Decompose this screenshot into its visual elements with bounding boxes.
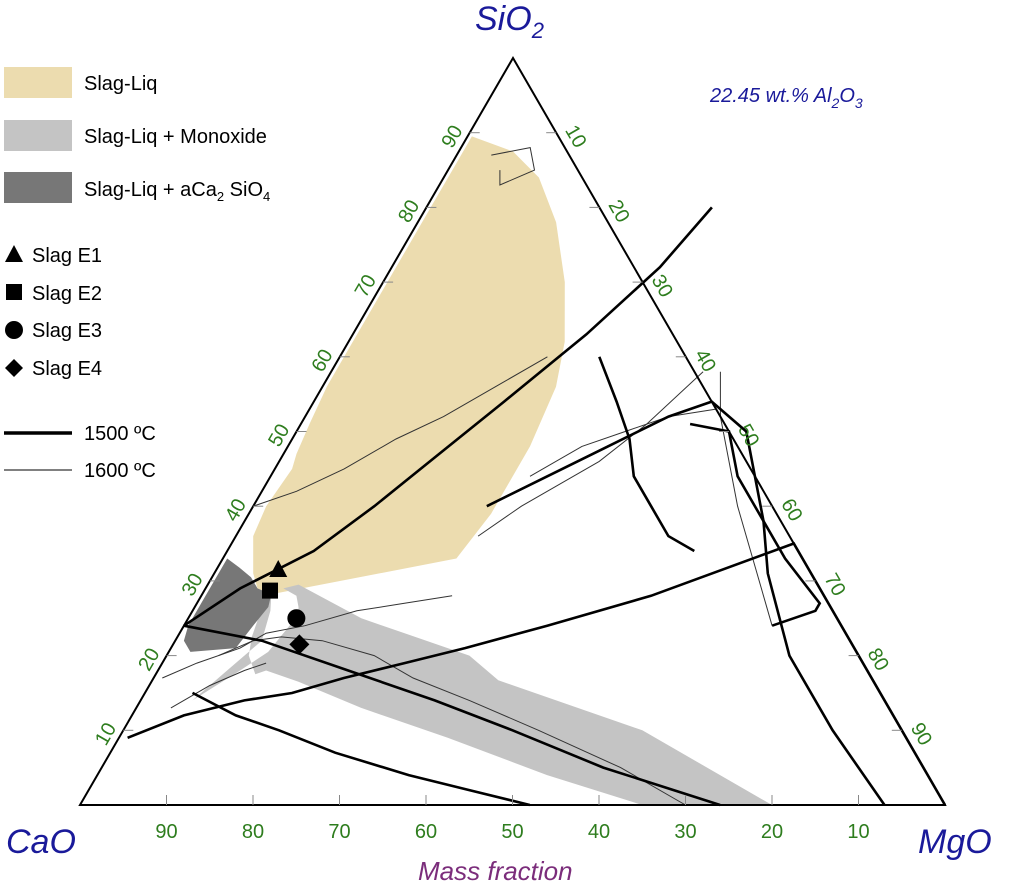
isotherm-1600-line-0 <box>529 408 717 477</box>
tick-label-sio2-60: 60 <box>308 346 338 376</box>
vertex-sio2-main: SiO <box>475 0 532 38</box>
isotherm-1600-line-5 <box>170 662 267 709</box>
legend-label-1600: 1600 ºC <box>84 460 156 482</box>
isotherm-lines <box>127 147 947 807</box>
legend-label-slag-e3: Slag E3 <box>32 320 102 342</box>
vertex-label-cao: CaO <box>6 823 76 861</box>
tick-label-bottom-80: 20 <box>761 821 783 843</box>
tick-label-sio2-30: 30 <box>178 570 208 600</box>
legend-aca2sio4-sub1: 2 <box>217 189 224 204</box>
legend-aca2sio4-mid: SiO <box>224 179 263 201</box>
legend-marker-circle <box>5 321 23 339</box>
annotation-sub1: 2 <box>831 95 840 111</box>
tick-label-bottom-30: 70 <box>328 821 350 843</box>
tick-label-bottom-50: 50 <box>501 821 523 843</box>
legend-swatch-monoxide <box>4 120 72 151</box>
isotherm-1600-line-7 <box>253 356 548 507</box>
annotation-main: 22.45 wt.% Al <box>709 85 832 107</box>
tick-label-bottom-60: 40 <box>588 821 610 843</box>
tick-label-sio2-50: 50 <box>264 420 294 450</box>
legend-label-slag-e1: Slag E1 <box>32 245 102 267</box>
legend-aca2sio4-main: Slag-Liq + aCa <box>84 179 218 201</box>
isotherm-1500-line-6 <box>689 422 822 627</box>
tick-label-sio2-20: 20 <box>134 644 164 674</box>
isotherm-1600-line-3 <box>162 595 453 679</box>
point-slag-e1 <box>269 559 288 577</box>
legend-marker-square <box>6 284 22 300</box>
legend-label-monoxide: Slag-Liq + Monoxide <box>84 126 267 148</box>
point-slag-e4 <box>289 634 310 655</box>
tick-label-bottom-20: 80 <box>242 821 264 843</box>
isotherm-1500-line-2 <box>486 400 886 806</box>
legend-swatch-slag-liq <box>4 67 72 98</box>
vertex-sio2-sub: 2 <box>531 18 544 43</box>
legend-swatch-aca2sio4 <box>4 172 72 203</box>
legend-label-slag-liq: Slag-Liq <box>84 73 157 95</box>
tick-label-bottom-40: 60 <box>415 821 437 843</box>
legend-label-slag-e2: Slag E2 <box>32 283 102 305</box>
legend-aca2sio4-sub2: 4 <box>263 189 270 204</box>
isotherm-1600-line-1 <box>477 371 704 537</box>
tick-label-bottom-10: 90 <box>155 821 177 843</box>
isotherm-1500-line-4 <box>127 541 947 806</box>
isotherm-1500-line-0 <box>183 206 713 627</box>
tick-label-sio2-10: 10 <box>91 719 121 749</box>
isotherm-1600-line-4 <box>491 147 536 186</box>
slag-points <box>262 559 310 655</box>
tick-label-sio2-40: 40 <box>221 495 251 525</box>
vertex-label-sio2: SiO2 <box>475 0 544 43</box>
annotation-mid: O <box>839 85 855 107</box>
point-slag-e2 <box>262 582 279 599</box>
isotherm-1500-line-3 <box>191 691 531 807</box>
annotation-sub2: 3 <box>855 95 863 111</box>
alumina-annotation: 22.45 wt.% Al2O3 <box>709 85 863 111</box>
legend: Slag-Liq Slag-Liq + Monoxide Slag-Liq + … <box>4 67 270 482</box>
region-2 <box>183 558 272 652</box>
tick-label-bottom-90: 10 <box>847 821 869 843</box>
tick-label-sio2-70: 70 <box>351 271 381 301</box>
legend-label-slag-e4: Slag E4 <box>32 358 102 380</box>
region-1 <box>192 584 772 805</box>
legend-label-aca2sio4: Slag-Liq + aCa2 SiO4 <box>84 179 270 204</box>
phase-regions <box>183 136 772 805</box>
legend-marker-triangle <box>5 245 23 262</box>
vertex-label-mgo: MgO <box>918 823 992 861</box>
tick-label-sio2-90: 90 <box>437 122 467 152</box>
isotherm-1500-line-5 <box>598 356 695 553</box>
axis-title-mass-fraction: Mass fraction <box>418 856 573 886</box>
isotherm-1500-line-1 <box>183 624 721 807</box>
isotherm-1600-line-2 <box>719 371 773 626</box>
region-0 <box>253 136 565 595</box>
tick-label-bottom-70: 30 <box>674 821 696 843</box>
legend-label-1500: 1500 ºC <box>84 423 156 445</box>
legend-marker-diamond <box>5 359 23 377</box>
tick-label-sio2-80: 80 <box>394 196 424 226</box>
point-slag-e3 <box>287 609 306 628</box>
